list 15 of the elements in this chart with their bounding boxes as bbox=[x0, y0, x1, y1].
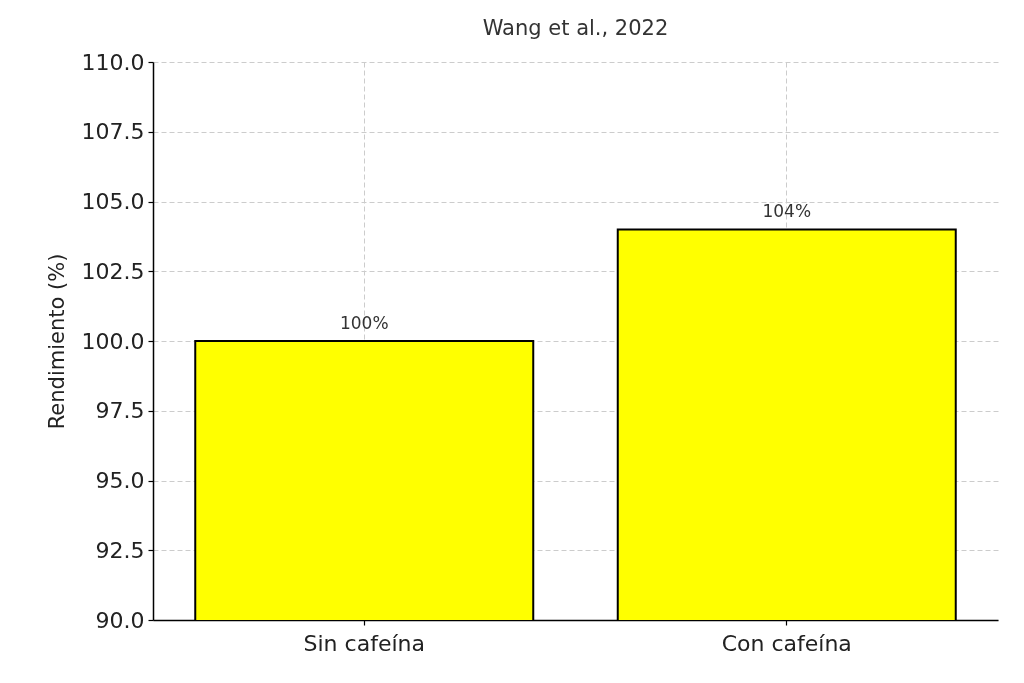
y-tick-label: 95.0 bbox=[95, 468, 145, 493]
y-tick-label: 97.5 bbox=[95, 398, 145, 424]
y-tick-label: 107.5 bbox=[81, 119, 145, 145]
x-tick-label: Sin cafeína bbox=[303, 630, 425, 656]
data-label: 104% bbox=[762, 201, 812, 222]
y-tick-label: 110.0 bbox=[81, 49, 145, 75]
y-axis-title: Rendimiento (%) bbox=[44, 253, 69, 430]
y-tick-label: 92.5 bbox=[95, 537, 145, 563]
y-tick-label: 105.0 bbox=[81, 189, 145, 214]
y-tick-label: 90.0 bbox=[95, 607, 145, 633]
y-tick-label: 102.5 bbox=[81, 258, 145, 284]
data-label: 100% bbox=[339, 313, 389, 333]
chart-title: Wang et al., 2022 bbox=[482, 16, 669, 40]
x-tick-label: Con cafeína bbox=[721, 630, 852, 656]
y-tick-label: 100.0 bbox=[81, 328, 145, 354]
